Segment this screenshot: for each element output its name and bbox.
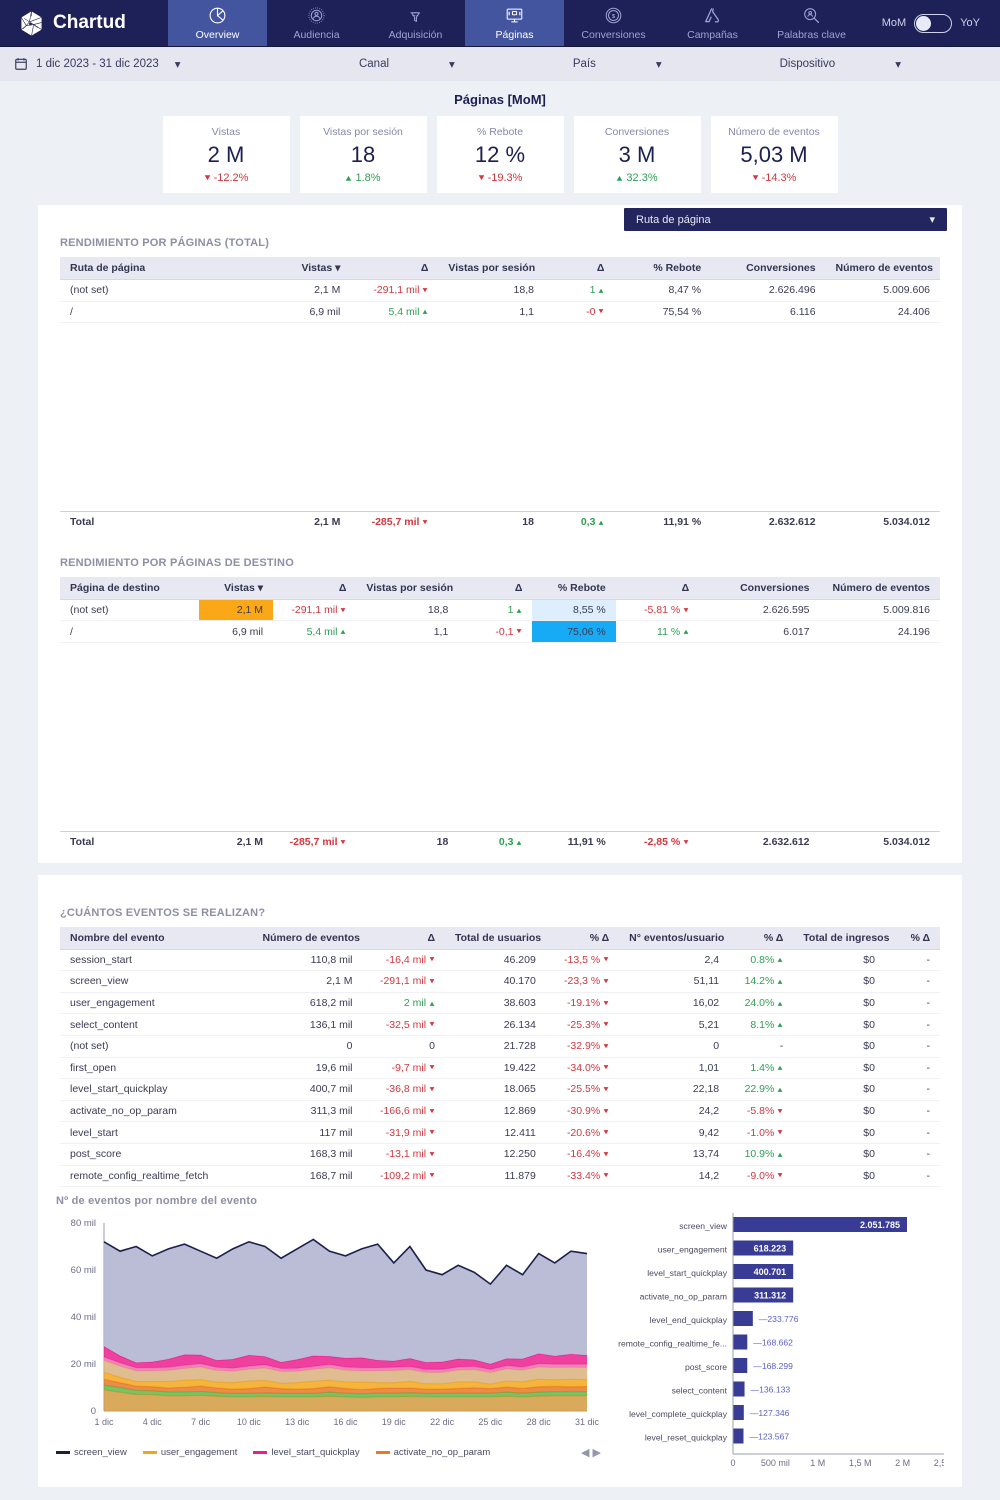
svg-text:—233.776: —233.776 [759,1314,799,1324]
svg-text:7 dic: 7 dic [191,1417,211,1427]
svg-text:—123.567: —123.567 [749,1432,789,1442]
svg-text:remote_config_realtime_fe...: remote_config_realtime_fe... [618,1339,727,1349]
svg-text:28 dic: 28 dic [527,1417,552,1427]
svg-text:40 mil: 40 mil [71,1312,96,1323]
svg-text:1,5 M: 1,5 M [849,1458,872,1468]
svg-text:$: $ [612,14,615,20]
svg-text:4 dic: 4 dic [143,1417,163,1427]
svg-text:level_end_quickplay: level_end_quickplay [650,1315,728,1325]
svg-text:0: 0 [91,1406,96,1417]
svg-text:—168.299: —168.299 [753,1361,793,1371]
svg-text:13 dic: 13 dic [285,1417,310,1427]
svg-text:60 mil: 60 mil [71,1265,96,1276]
svg-text:20 mil: 20 mil [71,1359,96,1370]
svg-text:post_score: post_score [685,1362,727,1372]
svg-text:level_start_quickplay: level_start_quickplay [647,1268,727,1278]
svg-text:400.701: 400.701 [754,1267,787,1277]
svg-text:1 M: 1 M [810,1458,825,1468]
svg-text:80 mil: 80 mil [71,1218,96,1229]
svg-text:10 dic: 10 dic [237,1417,262,1427]
svg-text:user_engagement: user_engagement [658,1245,728,1255]
svg-text:1 dic: 1 dic [94,1417,114,1427]
svg-text:select_content: select_content [672,1386,728,1396]
svg-text:level_reset_quickplay: level_reset_quickplay [645,1433,728,1443]
svg-text:22 dic: 22 dic [430,1417,455,1427]
svg-text:500 mil: 500 mil [761,1458,790,1468]
svg-text:618.223: 618.223 [754,1244,787,1254]
svg-text:2,5 M: 2,5 M [934,1458,944,1468]
svg-text:—127.346: —127.346 [750,1408,790,1418]
svg-text:31 dic: 31 dic [575,1417,600,1427]
svg-text:activate_no_op_param: activate_no_op_param [640,1292,727,1302]
svg-text:screen_view: screen_view [679,1221,728,1231]
svg-text:2.051.785: 2.051.785 [860,1220,900,1230]
svg-text:2 M: 2 M [895,1458,910,1468]
svg-text:19 dic: 19 dic [382,1417,407,1427]
svg-text:311.312: 311.312 [754,1291,786,1301]
svg-text:—168.662: —168.662 [753,1338,793,1348]
svg-text:level_complete_quickplay: level_complete_quickplay [629,1409,728,1419]
svg-text:16 dic: 16 dic [333,1417,358,1427]
svg-text:25 dic: 25 dic [478,1417,503,1427]
svg-text:0: 0 [730,1458,735,1468]
svg-text:—136.133: —136.133 [751,1385,791,1395]
